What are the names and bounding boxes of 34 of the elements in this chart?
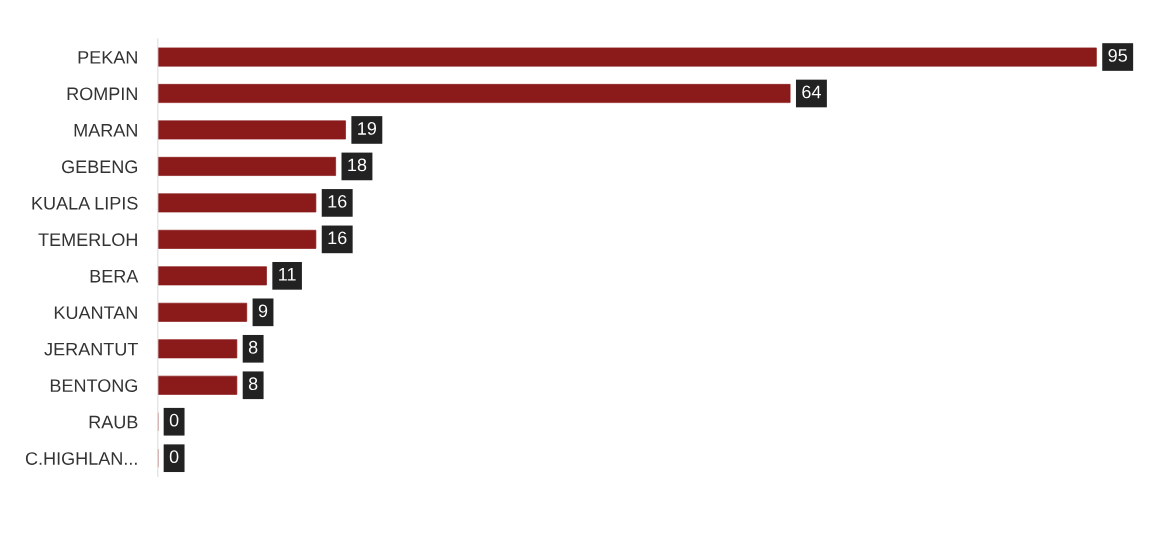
data-label: 11 [279, 268, 296, 281]
data-label: 0 [169, 450, 179, 464]
y-tick-label: C.HIGHLAN... [25, 452, 137, 465]
y-tick-label: RAUB [89, 415, 138, 429]
data-label: 16 [328, 194, 347, 208]
data-label: 18 [348, 158, 367, 172]
y-tick-label: ROMPIN [67, 87, 137, 101]
bar [157, 339, 238, 359]
data-label: 16 [328, 231, 347, 245]
y-tick-label: KUANTAN [54, 306, 137, 320]
y-tick-label: GEBENG [62, 160, 138, 174]
data-label: 19 [358, 122, 377, 135]
y-tick-label: BERA [90, 269, 139, 283]
bar [157, 120, 346, 140]
bar [157, 193, 317, 213]
y-tick-label: PEKAN [78, 51, 137, 64]
bar [157, 229, 317, 249]
y-tick-label: MARAN [74, 124, 137, 137]
y-tick-label: KUALA LIPIS [32, 196, 138, 210]
y-tick-label: JERANTUT [44, 342, 138, 356]
y-tick-label: TEMERLOH [38, 233, 137, 247]
data-label: 8 [248, 340, 258, 354]
bar [157, 156, 336, 176]
bar [157, 47, 1097, 67]
bar [157, 302, 248, 322]
bar [157, 375, 238, 395]
data-label: 0 [169, 413, 179, 427]
data-label: 8 [248, 377, 258, 391]
data-label: 95 [1108, 49, 1127, 62]
data-label: 9 [258, 304, 268, 318]
data-label: 64 [802, 85, 821, 99]
bar [157, 84, 791, 103]
y-tick-label: BENTONG [50, 379, 138, 392]
bar [157, 266, 267, 286]
